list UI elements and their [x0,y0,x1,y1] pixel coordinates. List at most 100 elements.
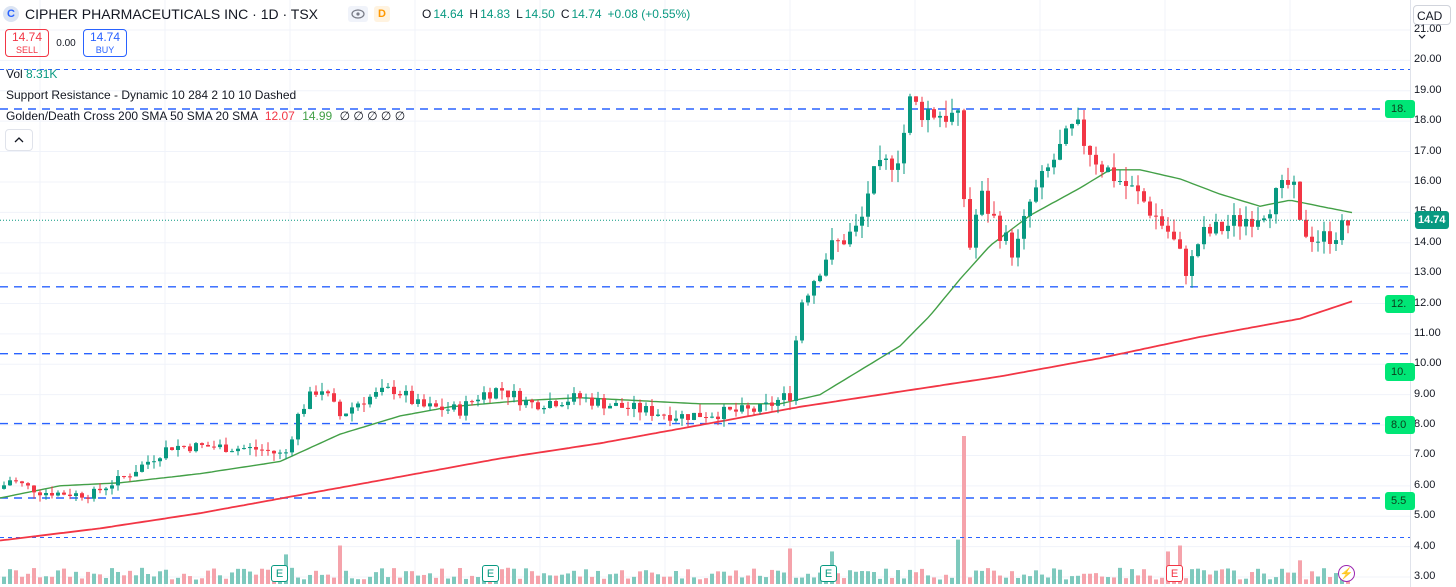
volume-bar [782,572,786,584]
volume-legend[interactable]: Vol 8.31K [6,67,57,81]
volume-bar [842,578,846,584]
volume-bar [1070,576,1074,584]
candle-body [518,390,522,406]
volume-bar [602,578,606,584]
candle-body [1226,225,1230,232]
candle-body [1310,236,1314,242]
candle-body [1190,256,1194,276]
candle-body [326,391,330,394]
volume-bar [548,575,552,584]
volume-bar [692,577,696,584]
volume-bar [428,573,432,584]
candle-body [1154,215,1158,217]
axis-tick-label: 4.00 [1414,539,1436,552]
interval-badge[interactable]: D [374,6,391,22]
news-flash-icon[interactable]: ⚡ [1338,565,1355,582]
earnings-marker[interactable]: E [1166,565,1183,582]
candle-body [572,393,576,402]
axis-tick-label: 18.00 [1414,114,1442,127]
candle-body [242,448,246,450]
candle-body [350,407,354,414]
candle-body [128,476,132,478]
candle-body [800,302,804,341]
volume-bar [440,568,444,584]
volume-bar [338,545,342,584]
volume-bar [716,571,720,584]
chevron-up-icon[interactable] [5,129,33,151]
volume-bar [110,568,114,584]
volume-bar [146,574,150,584]
candle-body [356,403,360,408]
volume-bar [722,571,726,584]
volume-bar [368,576,372,584]
volume-bar [446,578,450,584]
volume-bar [638,571,642,584]
candle-body [722,406,726,420]
volume-bar [302,579,306,584]
eye-icon[interactable] [348,6,369,22]
candle-body [632,402,636,409]
candle-body [842,240,846,245]
volume-bar [974,570,978,584]
candle-body [74,493,78,497]
sell-button[interactable]: 14.74 SELL [5,29,49,57]
volume-bar [1052,568,1056,584]
candle-body [638,402,642,413]
candle-body [992,213,996,216]
volume-bar [674,571,678,584]
candle-body [956,110,960,113]
candle-body [260,449,264,451]
candle-body [122,476,126,478]
candle-body [1118,181,1122,183]
candle-body [932,109,936,118]
volume-bar [392,568,396,584]
earnings-marker[interactable]: E [271,565,288,582]
volume-bar [938,579,942,584]
candle-body [188,446,192,452]
candle-body [446,409,450,411]
candle-body [524,400,528,406]
candle-body [164,447,168,459]
gdc-legend[interactable]: Golden/Death Cross 200 SMA 50 SMA 20 SMA… [6,109,405,123]
candle-body [1046,167,1050,171]
volume-bar [1142,569,1146,584]
candle-body [500,388,504,391]
earnings-marker[interactable]: E [482,565,499,582]
volume-bar [350,578,354,584]
earnings-marker[interactable]: E [820,565,837,582]
volume-bar [962,436,966,584]
candle-body [1322,231,1326,242]
candle-body [710,416,714,418]
candle-body [512,390,516,398]
volume-bar [1064,579,1068,584]
volume-bar [362,579,366,584]
volume-bar [968,577,972,584]
volume-bar [74,571,78,584]
sr-legend[interactable]: Support Resistance - Dynamic 10 284 2 10… [6,88,297,102]
volume-bar [1244,578,1248,584]
volume-bar [518,578,522,584]
volume-bar [230,572,234,584]
candle-body [848,231,852,245]
candle-body [116,476,120,486]
buy-button[interactable]: 14.74 BUY [83,29,127,57]
symbol-title[interactable]: CIPHER PHARMACEUTICALS INC · 1D · TSX [25,6,319,22]
candle-body [476,399,480,402]
candle-body [176,445,180,451]
candle-body [560,405,564,407]
axis-tick-label: 19.00 [1414,83,1442,96]
candle-body [1250,218,1254,227]
price-axis[interactable] [1410,0,1456,587]
level-label: 10. [1385,362,1415,381]
currency-select[interactable]: CAD [1413,5,1451,39]
candle-body [998,215,1002,241]
volume-bar [458,567,462,584]
buy-price: 14.74 [89,30,121,44]
volume-bar [1214,570,1218,584]
price-chart[interactable] [0,0,1410,587]
volume-bar [1250,572,1254,584]
volume-bar [104,577,108,584]
volume-bar [140,567,144,584]
volume-bar [668,576,672,584]
volume-bar [884,568,888,584]
